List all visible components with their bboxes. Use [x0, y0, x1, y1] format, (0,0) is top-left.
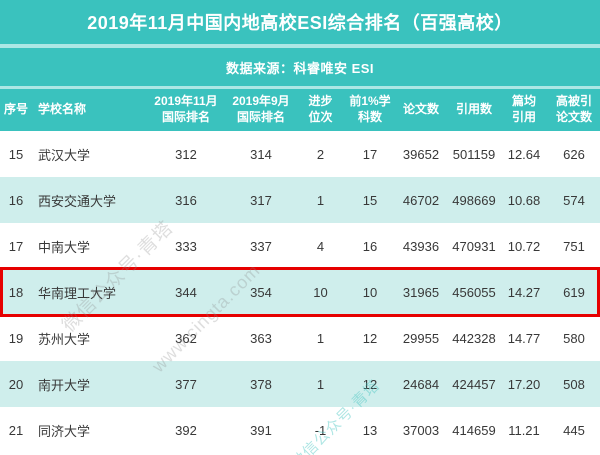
table-cell: 21: [8, 422, 24, 438]
table-cell: 574: [563, 192, 585, 208]
data-source-bar: 数据来源：科睿唯安 ESI: [0, 48, 600, 86]
table-cell: 10.68: [507, 192, 541, 208]
table-row: 21 同济大学 392 391 -1 13 37003 414659 11.21…: [0, 407, 600, 453]
table-cell: 17.20: [507, 376, 541, 392]
table-cell: -1: [314, 422, 327, 438]
page-title: 2019年11月中国内地高校ESI综合排名（百强高校）: [0, 0, 600, 44]
table-cell-school: 华南理工大学: [38, 285, 117, 301]
table-cell: 391: [250, 422, 272, 438]
table-cell: 17: [362, 146, 378, 162]
table-cell-school: 苏州大学: [38, 331, 91, 347]
table-cell: 1: [316, 330, 325, 346]
ranking-table: 序号 学校名称 2019年11月 国际排名 2019年9月 国际排名 进步 位次…: [0, 89, 600, 453]
table-cell: 333: [175, 238, 197, 254]
table-cell: 31965: [402, 284, 440, 300]
table-cell: 1: [316, 192, 325, 208]
table-cell-school: 同济大学: [38, 423, 91, 439]
table-cell: 12: [362, 376, 378, 392]
table-cell: 751: [563, 238, 585, 254]
band-separator: [0, 44, 600, 48]
table-cell: 363: [250, 330, 272, 346]
header-cell-rank-nov: 2019年11月 国际排名: [145, 89, 227, 131]
subtitle-text: 数据来源：科睿唯安 ESI: [225, 60, 375, 76]
table-cell: 424457: [452, 376, 496, 392]
table-cell: 4: [316, 238, 325, 254]
table-cell: 316: [175, 192, 197, 208]
table-row: 15 武汉大学 312 314 2 17 39652 501159 12.64 …: [0, 131, 600, 177]
table-cell: 344: [175, 284, 197, 300]
table-cell: 14.27: [507, 284, 541, 300]
table-cell: 12.64: [507, 146, 541, 162]
table-cell: 14.77: [507, 330, 541, 346]
table-cell: 580: [563, 330, 585, 346]
table-cell: 317: [250, 192, 272, 208]
table-cell: 312: [175, 146, 197, 162]
table-cell: 17: [8, 238, 24, 254]
table-cell: 16: [362, 238, 378, 254]
table-cell: 15: [8, 146, 24, 162]
table-cell: 377: [175, 376, 197, 392]
table-cell: 12: [362, 330, 378, 346]
table-cell: 16: [8, 192, 24, 208]
title-text: 2019年11月中国内地高校ESI综合排名（百强高校）: [87, 13, 513, 33]
table-cell: 314: [250, 146, 272, 162]
table-cell: 18: [8, 284, 24, 300]
header-cell-progress: 进步 位次: [295, 89, 346, 131]
table-row: 20 南开大学 377 378 1 12 24684 424457 17.20 …: [0, 361, 600, 407]
table-cell: 46702: [402, 192, 440, 208]
header-cell-top1pct: 前1%学 科数: [346, 89, 394, 131]
table-cell: 337: [250, 238, 272, 254]
table-cell: 442328: [452, 330, 496, 346]
table-cell: 10: [313, 284, 328, 300]
table-cell: 43936: [402, 238, 440, 254]
table-cell: 13: [362, 422, 378, 438]
header-cell-seq: 序号: [0, 89, 32, 131]
table-row: 17 中南大学 333 337 4 16 43936 470931 10.72 …: [0, 223, 600, 269]
table-cell: 11.21: [508, 422, 540, 438]
table-cell-school: 武汉大学: [38, 147, 91, 163]
table-cell: 29955: [402, 330, 440, 346]
table-cell: 414659: [452, 422, 496, 438]
table-row-highlighted: 18 华南理工大学 344 354 10 10 31965 456055 14.…: [0, 269, 600, 315]
table-cell: 392: [175, 422, 197, 438]
table-cell: 508: [563, 376, 585, 392]
table-cell: 15: [362, 192, 378, 208]
header-cell-highly-cited: 高被引 论文数: [548, 89, 600, 131]
table-cell: 19: [8, 330, 24, 346]
table-cell: 2: [316, 146, 325, 162]
header-row: 序号 学校名称 2019年11月 国际排名 2019年9月 国际排名 进步 位次…: [0, 89, 600, 131]
header-cell-papers: 论文数: [394, 89, 448, 131]
table-row: 19 苏州大学 362 363 1 12 29955 442328 14.77 …: [0, 315, 600, 361]
table-cell-school: 中南大学: [38, 239, 91, 255]
header-cell-citations: 引用数: [448, 89, 500, 131]
table-cell: 10.72: [507, 238, 541, 254]
table-cell: 10: [362, 284, 378, 300]
header-cell-cites-per-paper: 篇均 引用: [500, 89, 548, 131]
table-cell: 362: [175, 330, 197, 346]
table-cell: 498669: [452, 192, 496, 208]
table-cell: 39652: [402, 146, 440, 162]
table-cell: 24684: [402, 376, 440, 392]
header-cell-school: 学校名称: [32, 89, 145, 131]
table-row: 16 西安交通大学 316 317 1 15 46702 498669 10.6…: [0, 177, 600, 223]
table-cell: 501159: [452, 146, 496, 162]
table-cell: 354: [250, 284, 272, 300]
header-cell-rank-sep: 2019年9月 国际排名: [227, 89, 295, 131]
band-separator: [0, 86, 600, 89]
table-cell: 20: [8, 376, 24, 392]
table-cell: 1: [316, 376, 325, 392]
table-cell: 470931: [452, 238, 496, 254]
table-cell: 456055: [452, 284, 496, 300]
table-cell: 37003: [402, 422, 440, 438]
table-cell: 445: [563, 422, 585, 438]
table-cell-school: 南开大学: [38, 377, 91, 393]
table-cell: 626: [563, 146, 585, 162]
table-cell-school: 西安交通大学: [38, 193, 117, 209]
table-cell: 619: [563, 284, 585, 300]
table-cell: 378: [250, 376, 272, 392]
